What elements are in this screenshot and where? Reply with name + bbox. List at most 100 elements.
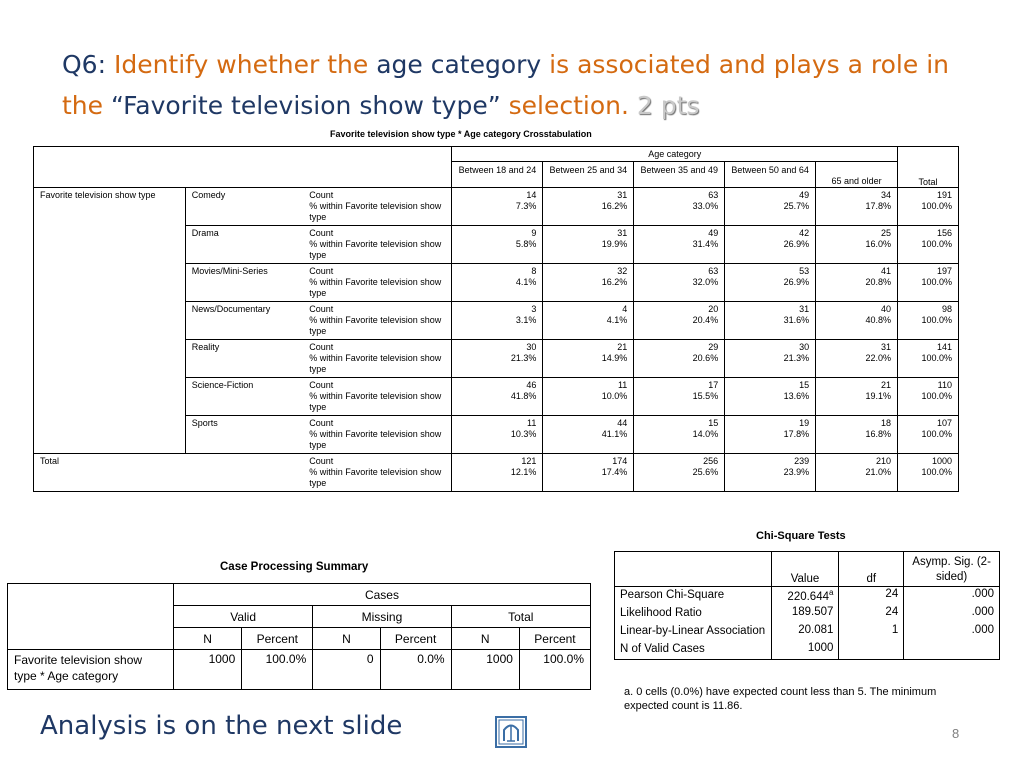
case-value: 1000 <box>451 650 519 690</box>
crosstab-percent-cell: 10.0% <box>543 391 634 416</box>
crosstab-percent-cell: 21.3% <box>452 353 543 378</box>
crosstab-count-cell: 42 <box>725 226 816 240</box>
crosstab-count-cell: 19 <box>725 416 816 430</box>
crosstab-count-label: Count <box>303 226 452 240</box>
crosstab-percent-cell: 41.1% <box>543 429 634 454</box>
crosstab-percent-cell: 17.8% <box>725 429 816 454</box>
chi-df-header: df <box>839 552 904 587</box>
crosstab-percent-cell: 100.0% <box>898 239 959 264</box>
chi-row-label: Likelihood Ratio <box>615 605 772 623</box>
crosstab-count-cell: 98 <box>898 302 959 316</box>
crosstab-count-cell: 239 <box>725 454 816 468</box>
case-value: 0 <box>313 650 380 690</box>
crosstab-percent-cell: 100.0% <box>898 315 959 340</box>
crosstab-percent-cell: 26.9% <box>725 277 816 302</box>
crosstab-count-cell: 15 <box>634 416 725 430</box>
title-text-2: age category <box>376 50 541 79</box>
crosstab-count-cell: 44 <box>543 416 634 430</box>
crosstab-percent-cell: 15.5% <box>634 391 725 416</box>
crosstab-percent-cell: 31.6% <box>725 315 816 340</box>
case-value: 0.0% <box>380 650 451 690</box>
crosstab-col-header: Between 35 and 49 <box>634 162 725 188</box>
crosstab-percent-cell: 5.8% <box>452 239 543 264</box>
total-header: Total <box>451 606 590 628</box>
case-summary-title: Case Processing Summary <box>220 561 368 573</box>
crosstab-count-label: Count <box>303 340 452 354</box>
crosstab-count-cell: 191 <box>898 188 959 202</box>
page-number: 8 <box>952 726 959 741</box>
crosstab-percent-cell: 16.0% <box>816 239 898 264</box>
crosstab-percent-cell: 20.6% <box>634 353 725 378</box>
crosstab-count-cell: 18 <box>816 416 898 430</box>
chi-footnote-marker: a <box>829 588 833 597</box>
crosstab-percent-cell: 19.9% <box>543 239 634 264</box>
crosstab-count-cell: 41 <box>816 264 898 278</box>
crosstab-col-header: 65 and older <box>816 162 898 188</box>
crosstab-table: Age category Total Between 18 and 24 Bet… <box>33 146 959 492</box>
chi-value: 189.507 <box>771 605 839 623</box>
crosstab-percent-label: % within Favorite television show type <box>303 315 452 340</box>
chi-sig: .000 <box>904 587 1000 606</box>
crosstab-count-cell: 63 <box>634 188 725 202</box>
crosstab-percent-label: % within Favorite television show type <box>303 239 452 264</box>
crosstab-percent-cell: 4.1% <box>543 315 634 340</box>
crosstab-count-cell: 21 <box>816 378 898 392</box>
crosstab-count-cell: 31 <box>543 188 634 202</box>
crosstab-category: Sports <box>185 416 303 454</box>
crosstab-count-cell: 63 <box>634 264 725 278</box>
title-question-number: Q6: <box>62 50 106 79</box>
percent-header: Percent <box>242 628 313 650</box>
crosstab-percent-label: % within Favorite television show type <box>303 201 452 226</box>
crosstab-percent-cell: 33.0% <box>634 201 725 226</box>
crosstab-percent-cell: 100.0% <box>898 467 959 492</box>
crosstab-count-label: Count <box>303 264 452 278</box>
crosstab-count-cell: 49 <box>634 226 725 240</box>
crosstab-percent-cell: 13.6% <box>725 391 816 416</box>
crosstab-count-cell: 31 <box>543 226 634 240</box>
crosstab-total-label: Total <box>34 454 304 492</box>
crosstab-percent-cell: 17.4% <box>543 467 634 492</box>
crosstab-count-cell: 11 <box>543 378 634 392</box>
crosstab-count-cell: 9 <box>452 226 543 240</box>
crosstab-col-header: Between 50 and 64 <box>725 162 816 188</box>
n-header: N <box>451 628 519 650</box>
case-value: 1000 <box>173 650 241 690</box>
chi-df: 24 <box>839 605 904 623</box>
crosstab-percent-cell: 40.8% <box>816 315 898 340</box>
missing-header: Missing <box>313 606 451 628</box>
crosstab-percent-cell: 100.0% <box>898 201 959 226</box>
crosstab-percent-cell: 100.0% <box>898 391 959 416</box>
crosstab-percent-label: % within Favorite television show type <box>303 391 452 416</box>
crosstab-percent-cell: 25.6% <box>634 467 725 492</box>
crosstab-count-cell: 32 <box>543 264 634 278</box>
crosstab-count-cell: 174 <box>543 454 634 468</box>
crosstab-percent-cell: 100.0% <box>898 353 959 378</box>
crosstab-percent-cell: 14.0% <box>634 429 725 454</box>
crosstab-category: Drama <box>185 226 303 264</box>
crosstab-count-label: Count <box>303 302 452 316</box>
chi-row-label: Linear-by-Linear Association <box>615 623 772 641</box>
crosstab-count-cell: 197 <box>898 264 959 278</box>
case-value: 100.0% <box>242 650 313 690</box>
crosstab-percent-cell: 14.9% <box>543 353 634 378</box>
crosstab-count-cell: 107 <box>898 416 959 430</box>
crosstab-count-cell: 31 <box>816 340 898 354</box>
chi-square-table: Value df Asymp. Sig. (2-sided) Pearson C… <box>614 551 1000 660</box>
chi-square-title: Chi-Square Tests <box>756 530 846 542</box>
crosstab-percent-cell: 41.8% <box>452 391 543 416</box>
crosstab-count-cell: 29 <box>634 340 725 354</box>
cases-header: Cases <box>173 584 590 606</box>
crosstab-count-cell: 53 <box>725 264 816 278</box>
crosstab-count-cell: 11 <box>452 416 543 430</box>
crosstab-percent-cell: 100.0% <box>898 429 959 454</box>
crosstab-percent-cell: 25.7% <box>725 201 816 226</box>
crosstab-percent-cell: 20.4% <box>634 315 725 340</box>
crosstab-row-variable: Favorite television show type <box>34 188 186 454</box>
crosstab-count-cell: 4 <box>543 302 634 316</box>
university-logo-icon <box>495 716 527 748</box>
n-header: N <box>313 628 380 650</box>
crosstab-count-cell: 25 <box>816 226 898 240</box>
chi-value-header: Value <box>771 552 839 587</box>
crosstab-count-cell: 31 <box>725 302 816 316</box>
crosstab-col-header: Between 18 and 24 <box>452 162 543 188</box>
